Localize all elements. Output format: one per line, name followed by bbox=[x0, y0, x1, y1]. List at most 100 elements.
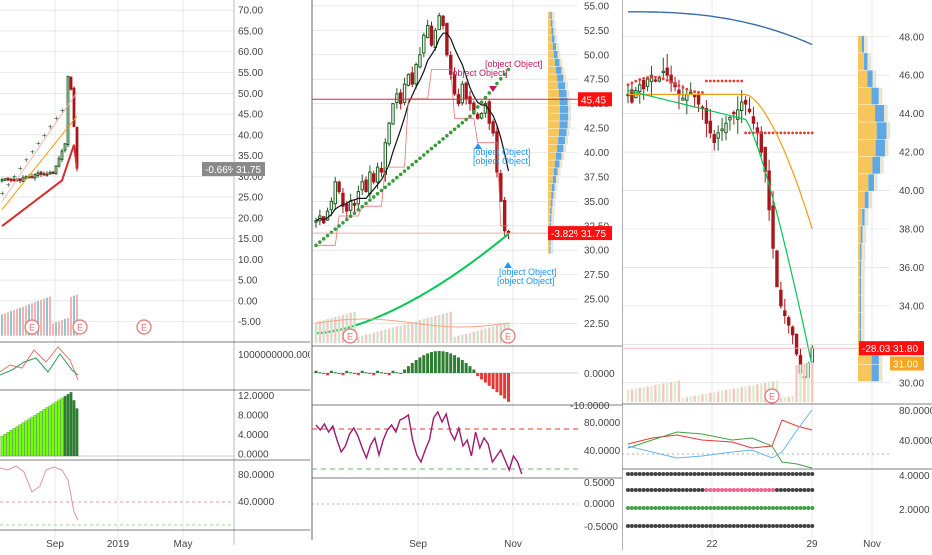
volume-bar bbox=[638, 387, 641, 402]
left-candle bbox=[54, 165, 58, 175]
signal-dot bbox=[669, 506, 674, 510]
chart-panel-middle[interactable]: 55.0052.5050.0047.5045.0042.5040.0037.50… bbox=[310, 0, 622, 550]
trail-dot-red bbox=[626, 83, 630, 87]
signal-dot bbox=[763, 488, 768, 492]
signal-dot bbox=[657, 488, 662, 492]
volume-bar bbox=[364, 334, 368, 343]
price-tick-label: 37.50 bbox=[584, 172, 609, 183]
trail-dot bbox=[495, 81, 499, 86]
signal-dot bbox=[661, 506, 666, 510]
volume-profile-bar bbox=[858, 122, 877, 140]
sell-arrow-icon bbox=[489, 86, 497, 92]
signal-dot bbox=[778, 488, 783, 492]
volume-profile-bar bbox=[880, 364, 883, 382]
chart-right-canvas[interactable]: 48.00 46.00 44.00 42.00 40.00 38.00 36.00 34.00… bbox=[621, 0, 932, 550]
signal-dot bbox=[767, 524, 772, 528]
level-price-label: 45.45 bbox=[581, 95, 606, 106]
trail-dot bbox=[321, 237, 326, 241]
signal-dot bbox=[782, 488, 787, 492]
right-candle bbox=[790, 326, 795, 336]
macd-bar bbox=[464, 363, 468, 373]
volume-profile-bar bbox=[557, 175, 559, 184]
signal-dot bbox=[743, 506, 748, 510]
trail-dot-red bbox=[771, 131, 775, 135]
price-tick-label: 5.00 bbox=[238, 276, 258, 287]
left-candle bbox=[57, 158, 61, 167]
histogram-bar bbox=[66, 394, 70, 457]
middle-candle bbox=[410, 72, 414, 85]
volume-bar bbox=[783, 397, 786, 402]
volume-bar bbox=[484, 328, 487, 343]
trail-dot bbox=[364, 201, 368, 206]
volume-bar bbox=[457, 335, 460, 343]
ma-orange-line bbox=[1, 115, 78, 210]
volume-profile-bar bbox=[559, 50, 561, 59]
price-tick-label: 42.50 bbox=[584, 124, 609, 135]
macd-bar bbox=[441, 351, 445, 373]
trail-dot-red bbox=[728, 79, 732, 83]
chart-panel-right[interactable]: 48.00 46.00 44.00 42.00 40.00 38.00 36.00 34.00… bbox=[621, 0, 932, 550]
x-axis-label: Sep bbox=[409, 539, 427, 550]
volume-bar bbox=[22, 306, 24, 336]
trail-dot-red bbox=[677, 84, 681, 88]
trail-dot bbox=[341, 220, 345, 225]
volume-bar bbox=[349, 312, 352, 343]
trail-dot-red bbox=[705, 79, 708, 83]
middle-candle bbox=[425, 24, 430, 39]
volume-profile-bar bbox=[876, 122, 887, 140]
trail-dot bbox=[445, 133, 449, 138]
chart-panel-left[interactable]: 70.00 65.00 60.00 55.00 50.00 45.00 40.00 35.00… bbox=[0, 0, 319, 550]
earnings-marker: E bbox=[769, 392, 775, 402]
volume-profile-bar bbox=[564, 74, 567, 82]
volume-profile-bar bbox=[550, 199, 553, 207]
volume-profile-bar bbox=[858, 260, 860, 278]
chart-left-canvas[interactable]: 70.00 65.00 60.00 55.00 50.00 45.00 40.00 35.00… bbox=[0, 0, 319, 550]
middle-candle bbox=[402, 83, 407, 103]
volume-bar bbox=[334, 316, 337, 343]
macd-bar bbox=[507, 373, 510, 402]
volume-profile-bar bbox=[569, 113, 572, 121]
macd-bar bbox=[356, 373, 360, 376]
histogram-bar bbox=[0, 435, 4, 457]
trail-dot-red bbox=[669, 80, 673, 84]
signal-dot bbox=[680, 472, 685, 476]
volume-profile-bar bbox=[559, 168, 561, 176]
signal-dot bbox=[790, 488, 795, 492]
right-candle bbox=[775, 250, 779, 288]
volume-profile-bar bbox=[884, 139, 888, 157]
signal-dot bbox=[649, 472, 654, 476]
volume-bar bbox=[70, 296, 72, 336]
price-axis-left[interactable] bbox=[232, 0, 310, 345]
signal-dot bbox=[716, 524, 721, 528]
signal-dot bbox=[645, 472, 650, 476]
signal-dot bbox=[806, 506, 811, 510]
volume-bar bbox=[685, 397, 688, 402]
trail-dot bbox=[472, 109, 476, 114]
signal-dot bbox=[696, 524, 701, 528]
volume-bar bbox=[368, 333, 372, 343]
trail-dot bbox=[387, 182, 391, 186]
signal-dot bbox=[665, 506, 670, 510]
volume-profile-bar bbox=[876, 174, 878, 192]
volume-bar bbox=[807, 362, 810, 402]
signal-dot bbox=[661, 472, 666, 476]
buy-marker-plus: + bbox=[24, 156, 29, 165]
chart-middle-canvas[interactable]: 55.0052.5050.0047.5045.0042.5040.0037.50… bbox=[310, 0, 622, 550]
signal-dot bbox=[735, 506, 740, 510]
histogram-bar bbox=[6, 432, 10, 457]
volume-profile-bar bbox=[864, 226, 866, 243]
signal-dot bbox=[649, 524, 654, 528]
left-candle bbox=[60, 150, 64, 160]
signal-dot bbox=[806, 488, 811, 492]
middle-candle bbox=[464, 82, 468, 100]
volume-profile-bar bbox=[872, 156, 881, 174]
volume-profile-bar bbox=[559, 105, 569, 113]
trail-dot-red bbox=[795, 131, 798, 135]
signal-dot bbox=[688, 488, 693, 492]
signal-dot bbox=[767, 472, 772, 476]
signal-dot bbox=[629, 506, 634, 510]
volume-bar bbox=[1, 314, 3, 336]
volume-bar bbox=[811, 362, 814, 402]
trail-dot-red bbox=[716, 79, 720, 83]
volume-profile-bar bbox=[561, 66, 563, 74]
